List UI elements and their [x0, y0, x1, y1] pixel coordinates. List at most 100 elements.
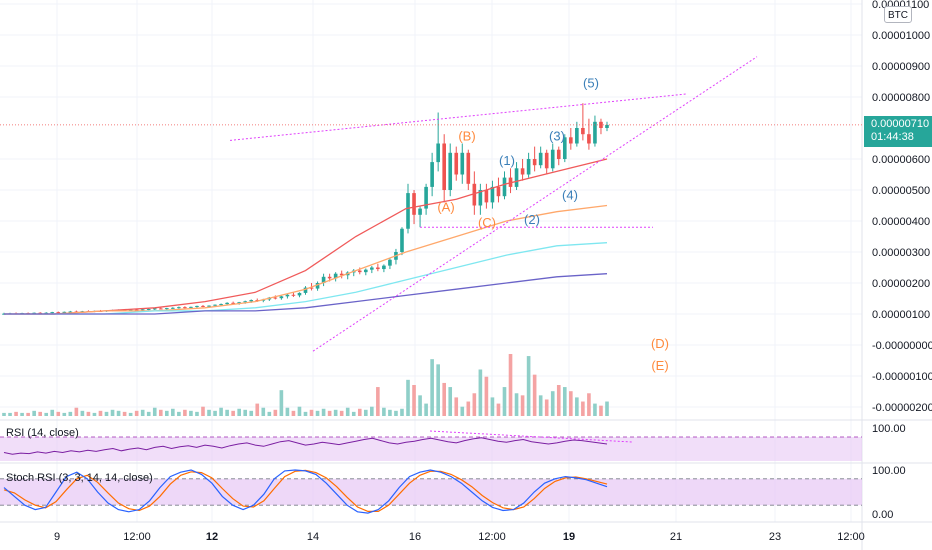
candle — [56, 311, 61, 314]
last-price-tag: 0.00000710 01:44:38 — [864, 116, 932, 147]
volume-bar — [201, 406, 205, 416]
rsi-title: RSI (14, close) — [6, 427, 79, 439]
stoch-k-line — [3, 469, 608, 514]
candle-body — [526, 159, 531, 175]
volume-bar — [484, 376, 489, 416]
volume-bar — [424, 403, 428, 416]
candle-body — [436, 143, 440, 163]
wave-label: (C) — [478, 215, 496, 230]
candle — [297, 292, 302, 298]
candle-body — [195, 305, 199, 307]
candle — [575, 121, 579, 147]
volume-bar — [213, 410, 217, 416]
candle — [593, 115, 597, 147]
volume-bar — [56, 411, 61, 416]
volume-bar — [122, 411, 127, 416]
volume-bar — [502, 387, 507, 416]
rsi-line — [3, 437, 608, 455]
candle-body — [177, 307, 181, 309]
volume-bar — [400, 408, 404, 416]
volume-bar — [146, 411, 151, 416]
moving-average-line — [4, 204, 608, 315]
candle — [345, 271, 350, 280]
volume-bar — [376, 387, 380, 416]
volume-bar — [587, 393, 591, 416]
candle — [183, 306, 187, 309]
volume-bar — [267, 411, 272, 416]
price-tick-label: 0.00000500 — [872, 185, 930, 197]
volume-bar — [237, 408, 241, 416]
candle — [382, 264, 386, 273]
volume-bar — [496, 403, 501, 416]
wave-label: (4) — [562, 187, 578, 202]
wave-label: (D) — [651, 336, 669, 351]
volume-bar — [189, 410, 193, 416]
price-axis[interactable]: 0.00001100 0.00001000 0.00000900 0.00000800… — [872, 0, 932, 414]
volume-bar — [195, 411, 199, 416]
candle-body — [38, 312, 42, 314]
volume-bar — [532, 374, 537, 416]
candle-body — [550, 149, 555, 169]
volume-bar — [14, 411, 18, 416]
volume-bar — [165, 410, 169, 416]
candle-body — [201, 305, 205, 307]
time-axis[interactable]: 9 12:00 12 14 16 12:00 19 21 23 12:00 — [54, 531, 865, 543]
volume-bar — [569, 391, 573, 416]
volume-bar — [171, 408, 175, 416]
candle-body — [544, 152, 549, 169]
candle-body — [454, 152, 459, 175]
volume-bar — [370, 406, 374, 416]
time-tick-label: 12:00 — [837, 531, 865, 543]
volume-bar — [339, 410, 344, 416]
wave-label: (2) — [524, 212, 540, 227]
candle — [339, 270, 344, 279]
volume-bar — [333, 409, 338, 416]
rsi-tick-label: 100.00 — [872, 423, 906, 435]
candle-body — [231, 302, 235, 304]
volume-bar — [128, 412, 133, 416]
volume-bar — [436, 364, 440, 416]
candle-body — [327, 276, 332, 279]
price-tick-label: -0.00000100 — [872, 371, 932, 383]
volume-bar — [363, 409, 368, 416]
candle — [291, 292, 296, 297]
currency-button[interactable]: BTC — [884, 6, 912, 23]
candle — [484, 183, 489, 209]
candle-body — [448, 152, 453, 190]
candle-body — [484, 190, 489, 203]
volume-bar — [231, 410, 235, 416]
volume-bar — [418, 395, 422, 416]
candle — [430, 152, 434, 197]
price-tick-label: -0.00000000 — [872, 340, 932, 352]
candle — [351, 269, 356, 277]
candle-body — [32, 312, 36, 314]
candle-body — [158, 308, 163, 310]
volume-bar — [249, 410, 254, 416]
time-tick-label: 12 — [206, 531, 218, 543]
candle-body — [279, 296, 284, 299]
candle-body — [382, 265, 386, 270]
volume-bar — [152, 407, 157, 416]
volume-bar — [183, 409, 187, 416]
volume-bar — [520, 395, 525, 416]
volume-bar — [140, 409, 145, 416]
price-tick-label: 0.00001000 — [872, 30, 930, 42]
candle — [520, 159, 525, 181]
volume-bar — [575, 397, 579, 416]
volume-bar — [544, 399, 549, 416]
candle-body — [472, 183, 477, 206]
stoch-rsi-pane: 100.00 0.00 — [0, 465, 906, 521]
volume-bar — [110, 409, 115, 416]
volume-bar — [315, 410, 320, 416]
bar-countdown: 01:44:38 — [871, 131, 914, 143]
candle-body — [219, 304, 223, 306]
candle — [400, 227, 404, 256]
candle-body — [532, 159, 537, 166]
candle-body — [466, 152, 471, 184]
price-tick-label: 0.00000200 — [872, 278, 930, 290]
volume-bar — [26, 412, 30, 416]
candle-body — [418, 208, 422, 215]
volume-bar — [116, 410, 121, 416]
